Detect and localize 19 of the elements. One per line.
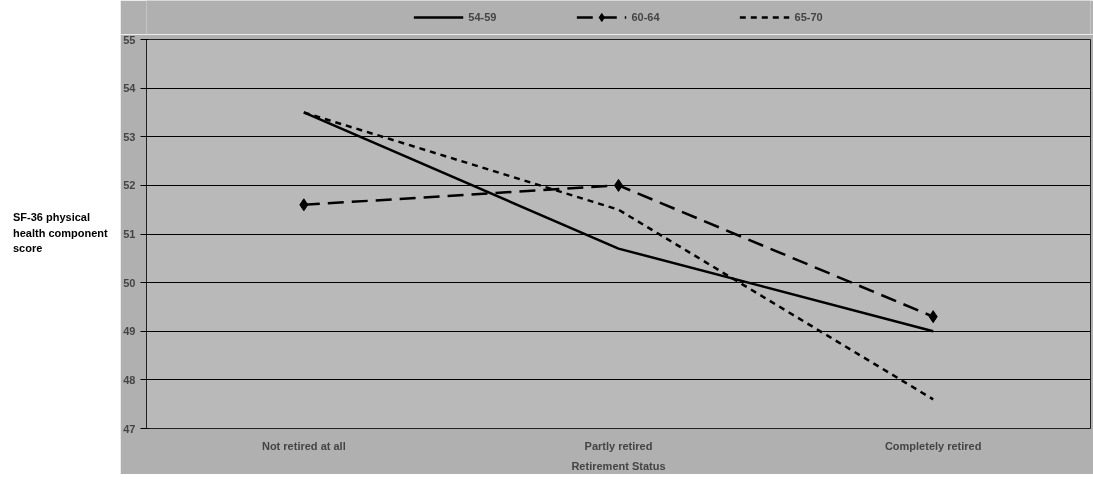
legend-label: 54-59	[468, 11, 497, 23]
y-tick-label: 54	[123, 82, 137, 95]
legend-label: 65-70	[794, 11, 823, 23]
x-tick-label: Partly retired	[584, 439, 653, 452]
y-tick-label: 49	[123, 325, 136, 338]
y-tick-label: 55	[123, 33, 136, 46]
y-tick-label: 50	[123, 276, 136, 289]
x-tick-label: Not retired at all	[261, 439, 346, 452]
point	[928, 310, 938, 324]
y-tick-label: 52	[123, 179, 136, 192]
x-tick-label: Completely retired	[884, 439, 982, 452]
y-tick-label: 48	[123, 373, 136, 386]
x-axis-title: Retirement Status	[571, 459, 666, 472]
point	[299, 198, 309, 212]
y-tick-label: 47	[123, 422, 136, 435]
legend-label: 60-64	[631, 11, 660, 23]
y-tick-label: 51	[123, 228, 136, 240]
y-axis-title: SF-36 physical health component score	[13, 210, 109, 257]
y-tick-label: 53	[123, 130, 136, 143]
